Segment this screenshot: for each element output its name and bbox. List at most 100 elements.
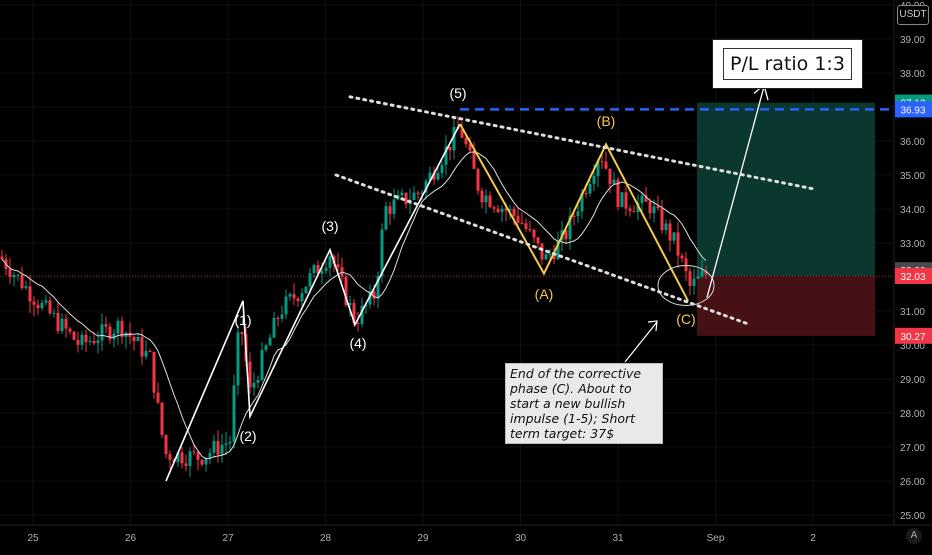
candle-body xyxy=(296,298,300,302)
x-tick-label: 29 xyxy=(417,533,429,544)
candle-body xyxy=(548,254,552,256)
candle-body xyxy=(360,305,364,325)
candle-body xyxy=(256,379,260,383)
candle-body xyxy=(232,385,236,442)
candle-body xyxy=(28,286,32,302)
candle-body xyxy=(100,324,104,341)
candle-body xyxy=(236,332,240,386)
candle-body xyxy=(444,146,448,165)
candle-body xyxy=(92,340,96,344)
candle-body xyxy=(580,193,584,212)
y-tick-label: 33.00 xyxy=(900,239,925,250)
candle-body xyxy=(572,215,576,217)
y-tick-label: 26.00 xyxy=(900,477,925,488)
candle-body xyxy=(76,339,80,345)
candle-body xyxy=(264,345,268,350)
x-tick-label: 26 xyxy=(125,533,137,544)
y-tick-label: 28.00 xyxy=(900,409,925,420)
candle-body xyxy=(684,258,688,272)
y-tick-label: 25.00 xyxy=(900,511,925,522)
candle-body xyxy=(112,333,116,340)
candle-body xyxy=(540,243,544,260)
y-tick-label: 31.00 xyxy=(900,307,925,318)
price-label-bg xyxy=(895,101,932,118)
tradingview-logo[interactable]: A xyxy=(906,528,922,544)
candle-body xyxy=(116,320,120,334)
candle-body xyxy=(248,361,252,388)
note-arrow xyxy=(624,321,658,363)
candle-body xyxy=(416,192,420,194)
y-tick-label: 29.00 xyxy=(900,375,925,386)
candle-body xyxy=(32,301,36,305)
x-tick-label: Sep xyxy=(707,533,725,544)
y-tick-label: 34.00 xyxy=(900,205,925,216)
candle-body xyxy=(136,336,140,342)
candle-body xyxy=(144,350,148,357)
candle-body xyxy=(512,208,516,216)
candle-body xyxy=(488,195,492,208)
candle-body xyxy=(208,452,212,458)
candle-body xyxy=(612,179,616,185)
candle-body xyxy=(276,317,280,319)
impulse-wave xyxy=(165,123,461,482)
wave-label: (B) xyxy=(597,113,616,129)
wave-label: (5) xyxy=(449,85,466,101)
candle-body xyxy=(8,268,12,278)
candle-body xyxy=(504,208,508,211)
candle-body xyxy=(608,168,612,185)
candle-body xyxy=(72,331,76,340)
candle-body xyxy=(188,451,192,466)
candle-body xyxy=(432,172,436,180)
y-tick-label: 30.00 xyxy=(900,341,925,352)
candle-body xyxy=(228,441,232,444)
candle-body xyxy=(344,276,348,306)
candle-body xyxy=(104,324,108,327)
channel-lower xyxy=(334,173,752,327)
candle-body xyxy=(672,232,676,241)
loss-zone xyxy=(697,275,875,336)
candle-body xyxy=(524,223,528,230)
candle-body xyxy=(84,334,88,343)
candle-body xyxy=(288,294,292,297)
profit-zone xyxy=(697,102,875,276)
candle-body xyxy=(552,254,556,260)
candle-body xyxy=(604,161,608,169)
candle-body xyxy=(500,208,504,213)
candle-body xyxy=(656,206,660,209)
candle-body xyxy=(152,351,156,393)
projection-arrow xyxy=(706,86,765,298)
candle-body xyxy=(368,291,372,305)
candle-body xyxy=(16,274,20,276)
candle-body xyxy=(620,192,624,207)
y-tick-label: 35.00 xyxy=(900,171,925,182)
candle-body xyxy=(168,454,172,460)
candle-body xyxy=(412,192,416,200)
candle-body xyxy=(336,264,340,268)
candle-body xyxy=(304,286,308,294)
candle-body xyxy=(328,256,332,268)
note-arrow-head xyxy=(647,320,658,332)
candle-body xyxy=(252,382,256,388)
candle-body xyxy=(476,168,480,191)
candle-body xyxy=(36,304,40,309)
candle-body xyxy=(192,451,196,453)
x-tick-label: 27 xyxy=(222,533,234,544)
candle-body xyxy=(88,340,92,343)
candle-body xyxy=(532,229,536,238)
candle-body xyxy=(356,323,360,325)
candle-body xyxy=(40,302,44,309)
candle-body xyxy=(348,303,352,306)
candle-body xyxy=(12,275,16,278)
candle-body xyxy=(20,274,24,289)
wave-label: (A) xyxy=(535,286,554,302)
candle-body xyxy=(668,223,672,241)
candle-body xyxy=(316,264,320,274)
price-label-bg xyxy=(895,267,932,284)
candle-body xyxy=(564,230,568,240)
candle-body xyxy=(496,208,500,213)
corrective-wave xyxy=(459,123,689,302)
wave-label: (3) xyxy=(321,218,338,234)
candle-body xyxy=(472,150,476,169)
currency-label[interactable]: USDT xyxy=(897,5,929,25)
candle-body xyxy=(640,195,644,203)
